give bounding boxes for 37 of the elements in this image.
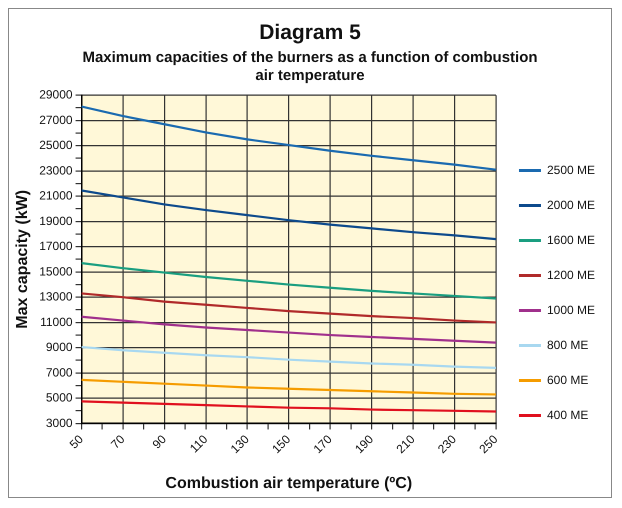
x-tick-label: 170 — [310, 432, 335, 456]
y-tick-label: 19000 — [39, 214, 73, 228]
y-tick-label: 23000 — [39, 163, 73, 178]
x-tick-label: 50 — [66, 432, 86, 452]
y-tick-label: 11000 — [40, 314, 73, 329]
y-tick-label: 7000 — [46, 365, 73, 380]
legend-label: 800 ME — [546, 338, 588, 352]
legend-label: 2000 ME — [546, 198, 595, 212]
legend-label: 400 ME — [546, 408, 588, 422]
chart-title: Diagram 5 — [258, 21, 362, 45]
y-tick-label: 9000 — [46, 340, 73, 354]
x-tick-label: 150 — [269, 432, 294, 456]
y-tick-label: 5000 — [46, 390, 73, 405]
x-tick-label: 230 — [434, 432, 460, 456]
y-tick-label: 25000 — [39, 138, 73, 152]
legend-label: 1200 ME — [546, 268, 595, 282]
y-tick-label: 21000 — [39, 188, 73, 203]
x-tick-label: 190 — [352, 432, 376, 456]
y-tick-label: 17000 — [39, 239, 73, 254]
y-tick-label: 3000 — [46, 416, 73, 430]
legend-label: 1000 ME — [546, 302, 595, 317]
x-tick-label: 90 — [150, 432, 170, 452]
chart-subtitle: Maximum capacities of the burners as a function of combustion air temperature — [81, 49, 539, 85]
y-tick-label: 15000 — [39, 264, 73, 278]
legend-label: 2500 ME — [546, 162, 595, 177]
y-tick-label: 13000 — [39, 290, 73, 304]
y-tick-label: 27000 — [39, 112, 73, 127]
x-tick-label: 210 — [393, 432, 418, 456]
y-tick-label: 29000 — [39, 88, 73, 102]
x-tick-label: 110 — [186, 432, 211, 456]
legend-label: 1600 ME — [546, 232, 595, 247]
x-tick-label: 130 — [228, 432, 252, 456]
x-tick-label: 70 — [108, 432, 128, 452]
legend-label: 600 ME — [546, 372, 588, 387]
y-axis-title: Max capacity (kW) — [14, 190, 32, 329]
x-axis-title: Combustion air temperature (ºC) — [165, 474, 412, 492]
x-tick-label: 250 — [476, 432, 501, 456]
